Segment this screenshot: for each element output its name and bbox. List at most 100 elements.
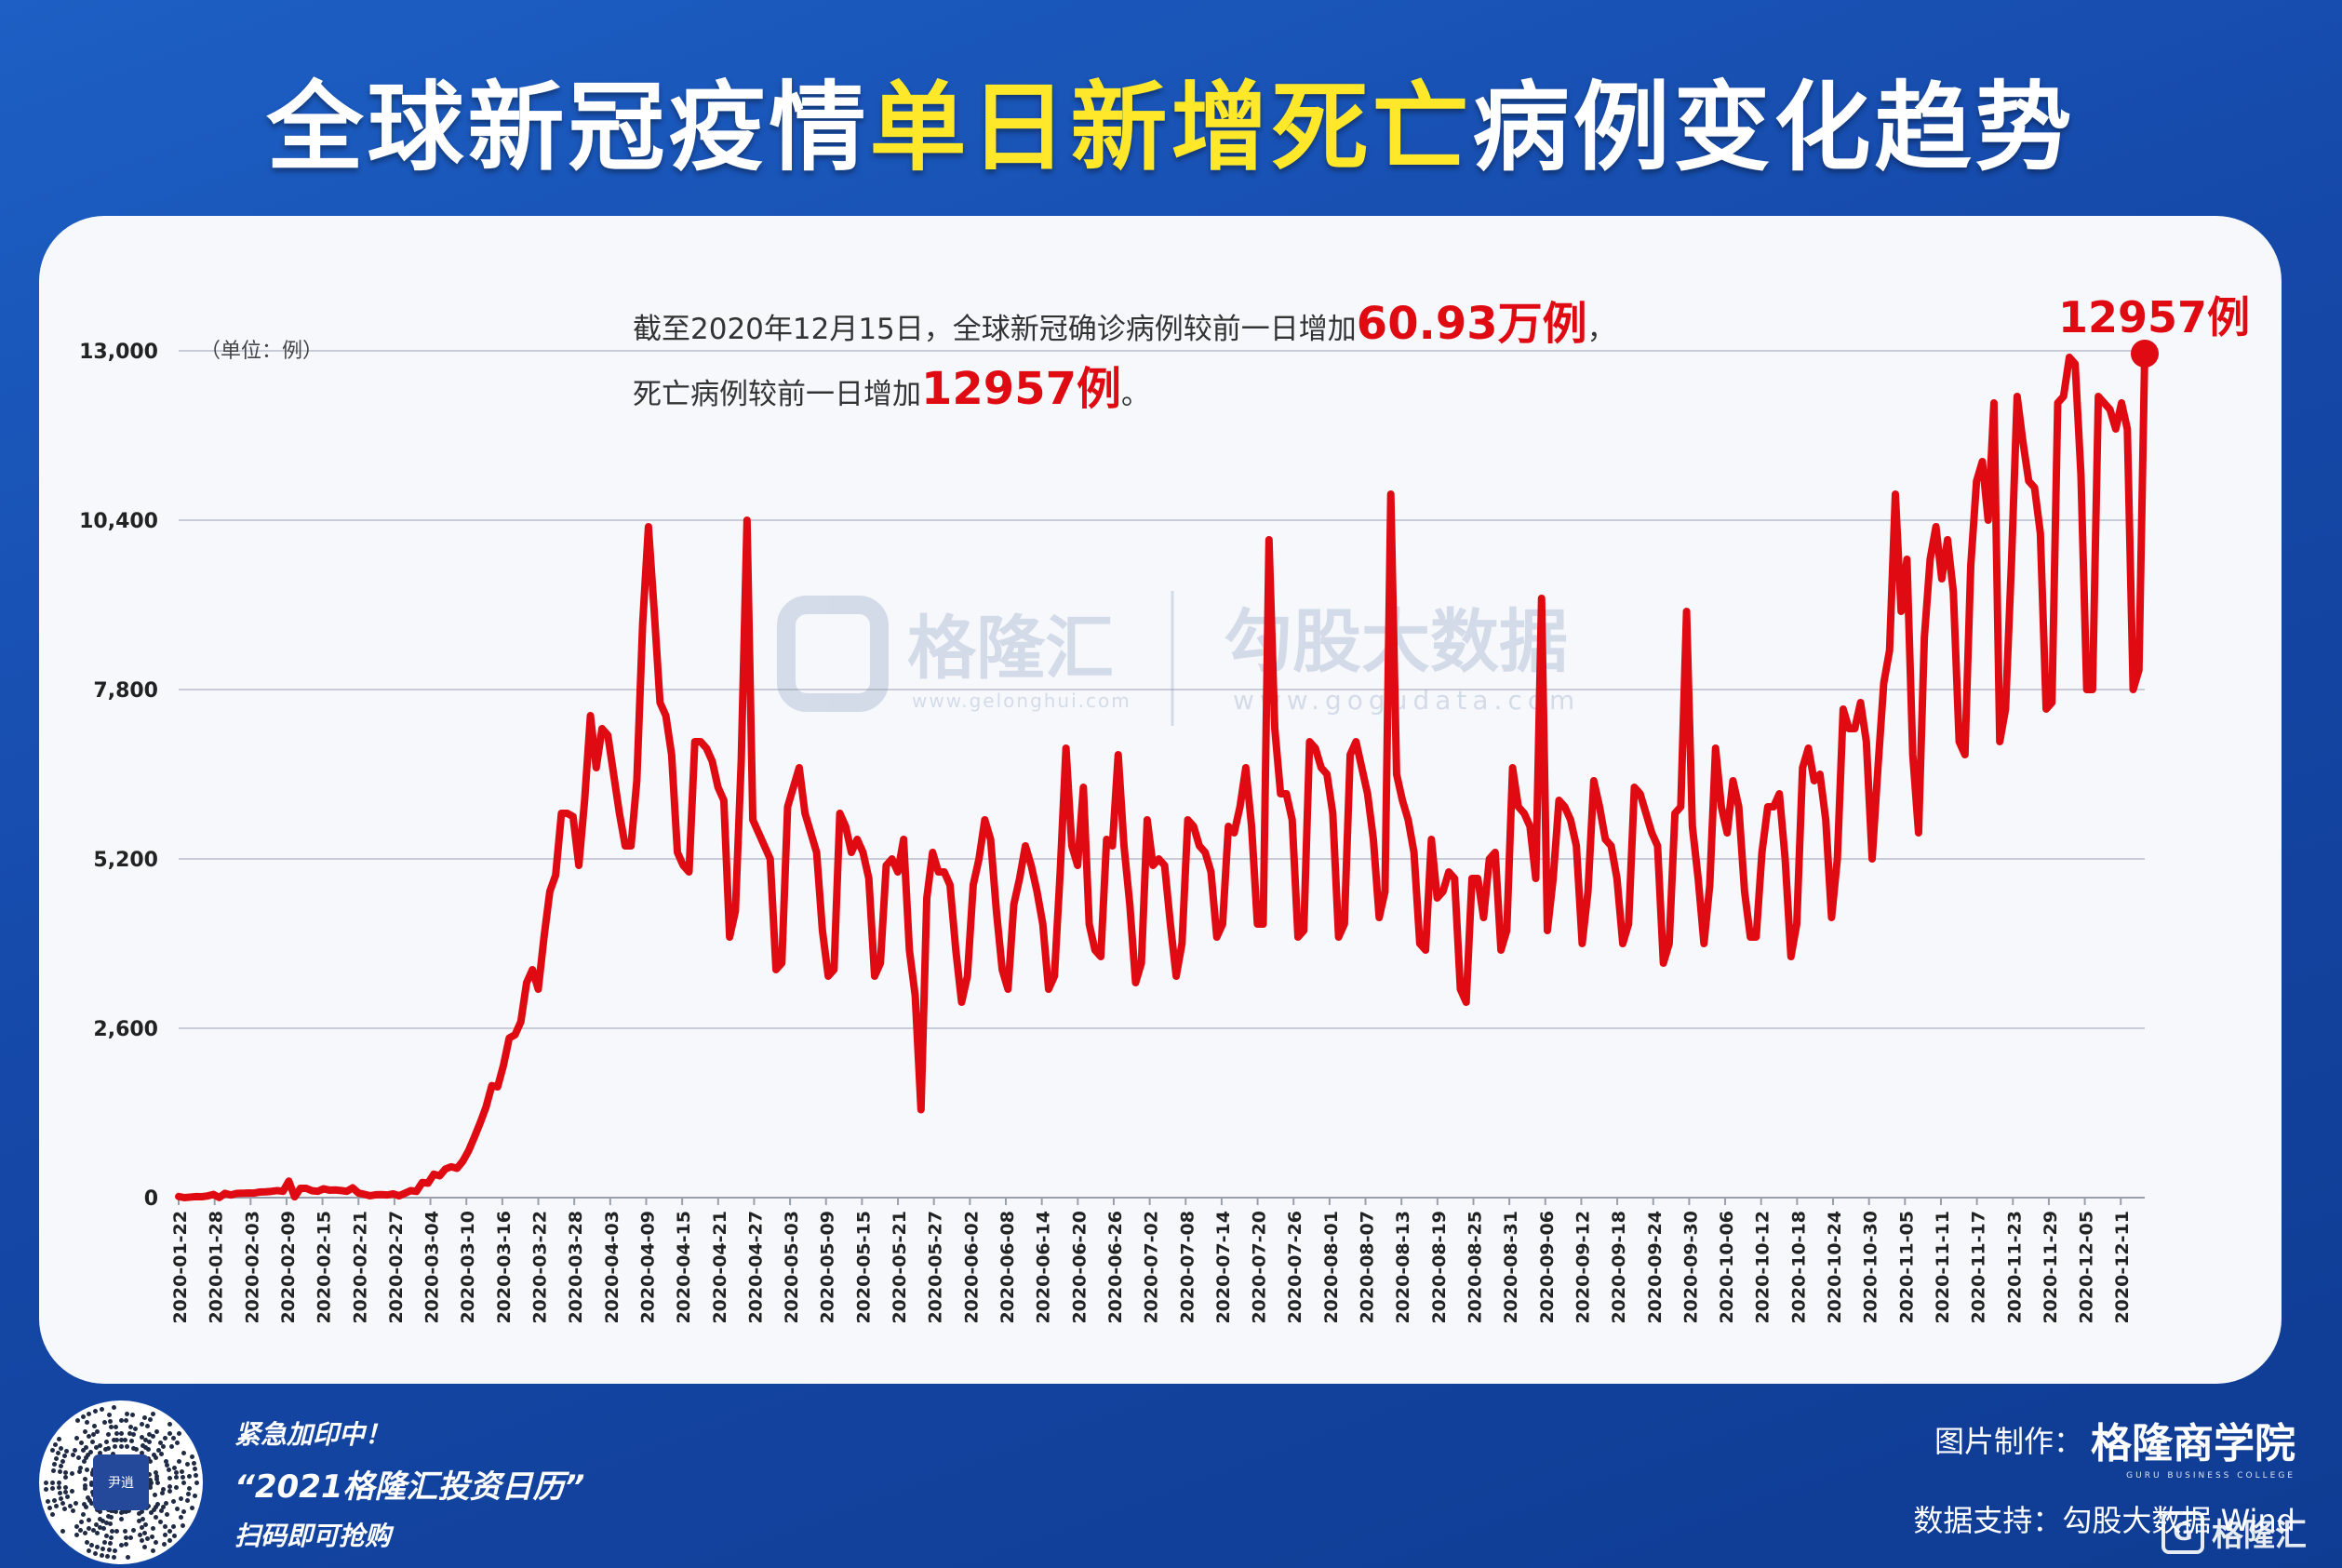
qr-dot [153,1514,158,1520]
qr-dot [147,1472,153,1478]
qr-dot [150,1548,155,1553]
qr-dot [184,1462,190,1467]
qr-code[interactable]: 尹逍 [39,1400,203,1564]
qr-dot [87,1548,92,1553]
qr-dot [106,1445,112,1451]
qr-dot [144,1536,150,1542]
qr-dot [78,1465,84,1470]
qr-dot [110,1528,115,1534]
qr-dot [167,1475,173,1481]
annotation-line-2-prefix: 死亡病例较前一日增加 [633,378,921,411]
qr-dot [148,1477,154,1482]
qr-dot [100,1519,106,1524]
qr-dot [88,1500,94,1506]
qr-dot [141,1530,147,1535]
qr-dot [131,1432,137,1438]
qr-dot [81,1458,87,1464]
qr-dot [118,1417,124,1423]
x-tick-label: 2020-06-08 [997,1211,1018,1324]
qr-dot [181,1451,186,1456]
qr-dot [154,1473,159,1479]
qr-dot [83,1531,88,1536]
qr-dot [84,1445,89,1451]
credit-row: 图片制作： 格隆商学院 [1913,1410,2295,1469]
x-tick-label: 2020-02-09 [278,1211,299,1324]
qr-dot [155,1501,161,1507]
x-tick-label: 2020-03-28 [566,1211,586,1324]
qr-dot [114,1430,119,1436]
qr-dot [162,1523,167,1529]
annotation-line-1: 截至2020年12月15日，全球新冠确诊病例较前一日增加60.93万例， [633,298,1616,350]
x-tick-label: 2020-01-28 [207,1211,227,1324]
qr-dot [172,1465,178,1470]
x-tick-label: 2020-09-30 [1680,1211,1701,1324]
qr-dot [112,1555,117,1561]
series-line [175,350,2148,1201]
qr-dot [151,1508,156,1513]
qr-dot [92,1550,98,1556]
qr-dot [74,1500,79,1506]
qr-dot [187,1474,193,1480]
qr-dot [81,1414,86,1420]
qr-dot [189,1454,194,1459]
qr-dot [94,1522,99,1528]
watermark: 格隆汇 www.gelonghui.com 勾股大数据 www.gogudata… [777,591,1574,726]
promo-line-3: 扫码即可抢购 [234,1521,392,1551]
promo-block: 紧急加印中！ “2021格隆汇投资日历” 扫码即可抢购 [234,1414,584,1553]
qr-dot [118,1437,124,1442]
qr-dot [167,1422,172,1427]
qr-dot [180,1522,185,1528]
qr-dot [77,1468,83,1474]
qr-dot [161,1541,167,1547]
qr-dot [118,1443,124,1449]
grid-lines [179,350,2145,1199]
qr-dot [163,1459,168,1465]
qr-dot [177,1458,182,1464]
x-tick-label: 2020-11-23 [2004,1211,2025,1324]
credit-brand: 格隆商学院 [2091,1420,2295,1467]
qr-dot [181,1474,186,1480]
qr-dot [87,1525,92,1531]
promo-line-2: “2021格隆汇投资日历” [234,1468,585,1506]
qr-dot [52,1497,58,1503]
qr-dot [43,1480,48,1485]
qr-dot [105,1432,111,1438]
qr-dot [163,1533,168,1538]
qr-dot [86,1452,91,1457]
qr-dot [142,1444,148,1450]
qr-dot [161,1505,167,1509]
qr-dot [147,1417,153,1423]
qr-dot [56,1480,61,1485]
qr-dot [82,1482,87,1488]
qr-dot [49,1480,55,1485]
qr-dot [59,1445,64,1451]
qr-dot [103,1440,109,1445]
watermark-url-1: www.gelonghui.com [912,690,1131,712]
x-tick-label: 2020-08-31 [1501,1211,1521,1324]
qr-dot [137,1511,141,1517]
qr-dot [121,1509,127,1515]
x-tick-label: 2020-04-21 [710,1211,730,1324]
y-axis: 0 2,600 5,200 7,800 10,400 13,000 [79,341,158,1211]
x-tick-label: 2020-06-02 [961,1211,982,1324]
x-tick-label: 2020-10-06 [1717,1211,1737,1324]
qr-dot [148,1459,154,1465]
x-tick-label: 2020-03-04 [422,1211,443,1324]
qr-dot [167,1528,172,1534]
qr-dot [112,1444,117,1450]
x-tick-label: 2020-08-19 [1429,1211,1450,1324]
x-tick-label: 2020-11-11 [1933,1211,1953,1324]
qr-dot [174,1484,180,1490]
qr-dot [161,1443,167,1449]
qr-dot [111,1438,116,1443]
qr-dot [90,1528,96,1534]
qr-dot [124,1411,129,1416]
qr-dot [75,1418,81,1424]
qr-dot [178,1514,183,1520]
qr-dot [140,1538,145,1544]
qr-dot [84,1539,89,1545]
qr-dot [138,1532,143,1537]
qr-dot [70,1471,75,1477]
qr-dot [61,1506,67,1511]
qr-dot [143,1522,148,1528]
